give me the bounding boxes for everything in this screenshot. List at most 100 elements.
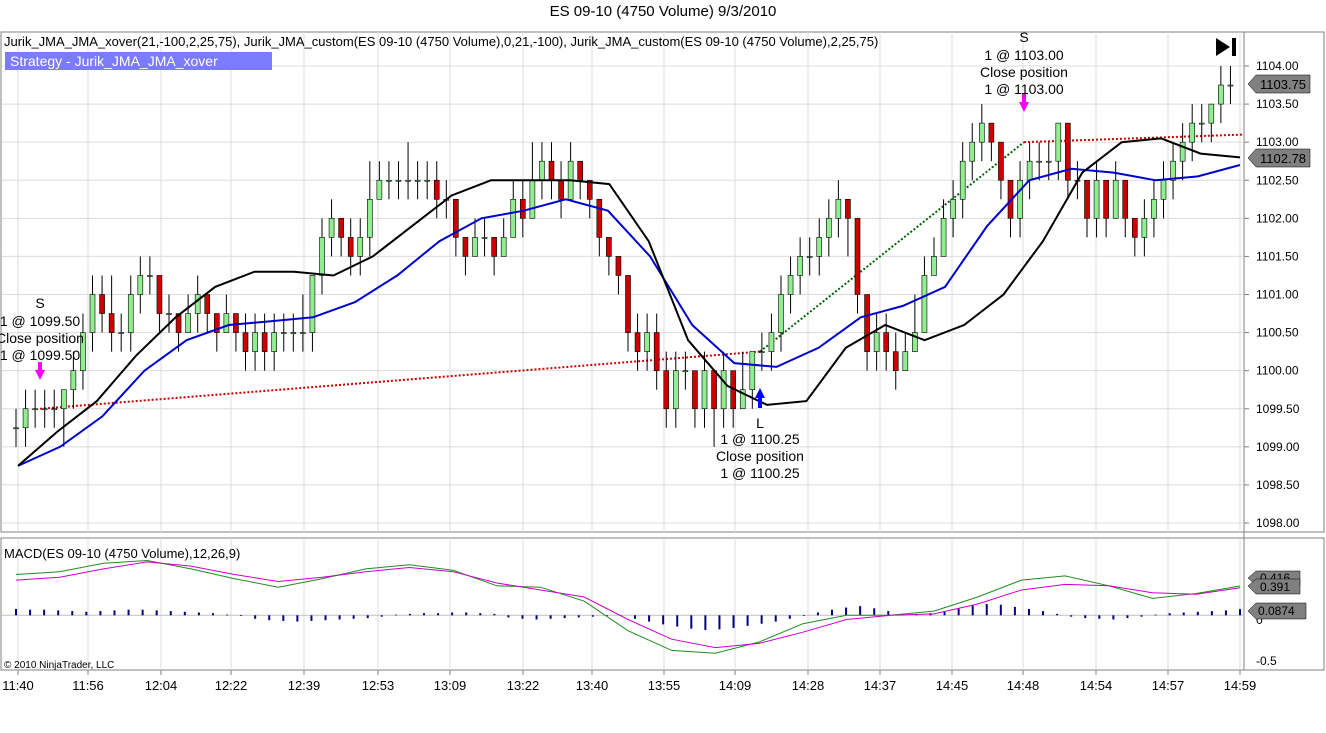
candle: [51, 389, 58, 428]
macd-line: [15, 559, 1241, 654]
time-tick-label: 12:22: [215, 678, 248, 693]
candle: [902, 332, 909, 371]
trade-marker-text: 1 @ 1103.00: [984, 47, 1064, 63]
time-tick-label: 13:22: [507, 678, 540, 693]
candle: [586, 179, 593, 219]
go-to-end-icon[interactable]: [1216, 38, 1236, 56]
price-tick-label: 1102.50: [1256, 173, 1299, 187]
candle: [357, 218, 364, 276]
candle: [510, 180, 517, 238]
trade-marker-text: 1 @ 1100.25: [720, 465, 800, 481]
candle: [433, 161, 440, 219]
candle: [1122, 179, 1129, 238]
candle: [338, 218, 344, 257]
candle: [1132, 218, 1138, 257]
candle: [32, 389, 38, 428]
candle: [998, 141, 1004, 200]
candle: [1112, 161, 1119, 219]
candle: [816, 218, 823, 276]
trade-marker-text: 1 @ 1099.50: [0, 313, 80, 329]
macd-panel-frame: [0, 537, 1325, 671]
time-tick-label: 14:59: [1224, 678, 1257, 693]
macd-tick-zero: 0: [1256, 613, 1263, 627]
candle: [13, 408, 19, 447]
arrow-down-icon: [1019, 102, 1029, 112]
candle: [22, 389, 29, 447]
price-tick-label: 1098.50: [1256, 478, 1300, 492]
svg-text:0.0874: 0.0874: [1258, 604, 1295, 618]
time-tick-label: 14:28: [792, 678, 825, 693]
candle: [979, 104, 985, 162]
candle: [864, 294, 870, 371]
candle: [692, 370, 698, 428]
time-tick-label: 13:40: [576, 678, 609, 693]
candle: [644, 313, 650, 371]
trade-marker-text: 1 @ 1100.25: [720, 431, 800, 447]
candle: [214, 313, 220, 352]
candle: [931, 237, 937, 276]
time-axis: 11:40 11:56 12:04 12:22 12:39 12:53 13:09 13:22…: [2, 670, 1256, 693]
candle: [1065, 122, 1071, 200]
candle: [1179, 123, 1186, 181]
candle: [1045, 142, 1052, 181]
candle: [1218, 66, 1224, 124]
candle: [156, 275, 163, 333]
candle: [615, 256, 622, 295]
candle: [137, 256, 144, 314]
candle: [204, 294, 211, 333]
candle: [1141, 199, 1148, 257]
candle: [395, 161, 402, 200]
macd-value-tag: 0.391: [1247, 578, 1301, 595]
candle: [940, 199, 947, 257]
candle: [520, 180, 526, 238]
price-tick-label: 1102.00: [1256, 211, 1299, 225]
svg-text:1102.78: 1102.78: [1260, 151, 1306, 166]
candle: [61, 389, 67, 447]
candle: [892, 332, 899, 390]
jma-price-tag: 1102.78: [1247, 148, 1311, 168]
candle: [271, 313, 277, 371]
candle: [1170, 142, 1176, 200]
candle: [1084, 179, 1090, 238]
candle: [99, 275, 105, 333]
candle: [606, 237, 612, 276]
candle: [309, 275, 316, 352]
candle: [1227, 66, 1234, 105]
candle: [127, 275, 134, 352]
candle: [673, 351, 679, 428]
price-tick-label: 1103.00: [1256, 135, 1299, 149]
candle: [634, 313, 641, 371]
candle: [1093, 161, 1100, 238]
candle: [376, 161, 383, 200]
candle: [386, 161, 392, 200]
price-tick-label: 1098.00: [1256, 516, 1300, 530]
price-tick-label: 1099.00: [1256, 440, 1300, 454]
strategy-badge[interactable]: Strategy - Jurik_JMA_JMA_xover: [10, 53, 218, 69]
candle: [835, 180, 842, 238]
price-tick-label: 1099.50: [1256, 402, 1300, 416]
candle: [625, 275, 631, 352]
arrow-up-icon: [755, 388, 765, 398]
candle: [108, 275, 115, 352]
price-tick-label: 1103.50: [1256, 97, 1299, 111]
grid: [2, 32, 1244, 670]
candle: [147, 256, 153, 295]
candle: [1189, 104, 1195, 162]
candle: [1055, 122, 1062, 181]
time-tick-label: 13:55: [648, 678, 681, 693]
candle: [405, 142, 411, 200]
candle: [768, 313, 775, 371]
copyright: © 2010 NinjaTrader, LLC: [4, 660, 114, 671]
candle: [261, 313, 268, 371]
jma-slow-line: [17, 164, 1241, 467]
time-tick-label: 12:53: [362, 678, 395, 693]
candle: [969, 123, 976, 181]
trade-marker-text: 1 @ 1103.00: [984, 81, 1064, 97]
candle: [80, 313, 86, 390]
candle: [414, 161, 421, 200]
